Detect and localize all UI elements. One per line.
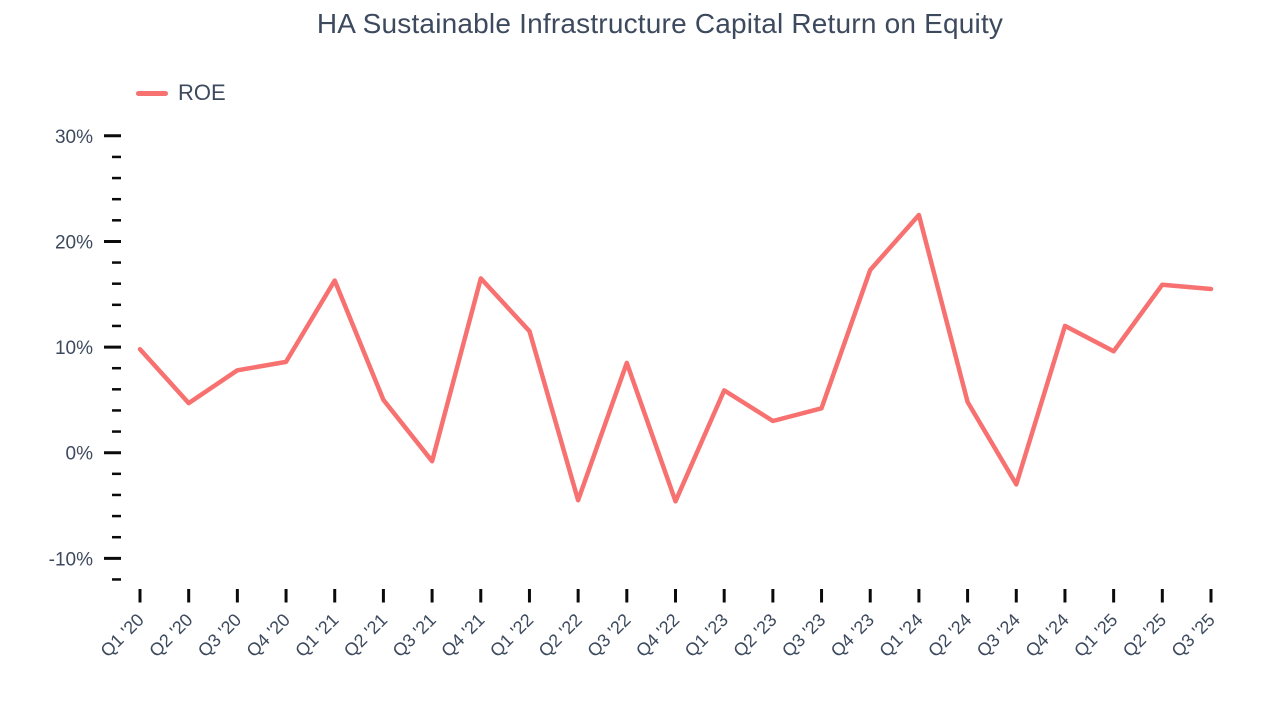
x-axis-tick-label: Q4 '22 (632, 610, 683, 661)
y-axis-tick-label: 10% (55, 338, 93, 359)
legend-label: ROE (178, 80, 226, 105)
x-axis-tick-label: Q3 '24 (973, 610, 1024, 661)
x-axis-tick-label: Q3 '22 (583, 610, 634, 661)
x-axis-tick-label: Q2 '21 (340, 610, 391, 661)
legend: ROE (136, 80, 226, 106)
x-axis-tick-label: Q1 '21 (291, 610, 342, 661)
x-axis-tick-label: Q2 '24 (924, 610, 975, 661)
y-axis-tick-label: 30% (55, 127, 93, 148)
x-axis-tick-label: Q1 '23 (681, 610, 732, 661)
y-axis-tick-label: -10% (49, 549, 93, 570)
roe-series-line (137, 212, 1214, 504)
x-axis-tick-label: Q1 '25 (1070, 610, 1121, 661)
x-axis-tick-label: Q1 '20 (97, 610, 148, 661)
x-axis-tick-label: Q2 '20 (145, 610, 196, 661)
x-axis-tick-label: Q2 '25 (1119, 610, 1170, 661)
x-axis-tick-label: Q4 '20 (243, 610, 294, 661)
x-axis-tick-label: Q4 '21 (437, 610, 488, 661)
legend-line-swatch-icon (136, 90, 168, 96)
x-axis-tick-label: Q4 '23 (827, 610, 878, 661)
x-axis-tick-label: Q3 '23 (778, 610, 829, 661)
x-axis-tick-label: Q3 '20 (194, 610, 245, 661)
y-axis-tick-label: 20% (55, 232, 93, 253)
y-axis-tick-label: 0% (66, 444, 94, 465)
x-axis-tick-label: Q1 '24 (875, 610, 926, 661)
chart-title: HA Sustainable Infrastructure Capital Re… (316, 8, 1004, 39)
x-axis-tick-label: Q2 '22 (535, 610, 586, 661)
x-axis-tick-label: Q4 '24 (1022, 610, 1073, 661)
x-axis-tick-label: Q2 '23 (729, 610, 780, 661)
x-axis-tick-label: Q3 '21 (389, 610, 440, 661)
x-axis-tick-label: Q1 '22 (486, 610, 537, 661)
x-axis-tick-label: Q3 '25 (1168, 610, 1219, 661)
